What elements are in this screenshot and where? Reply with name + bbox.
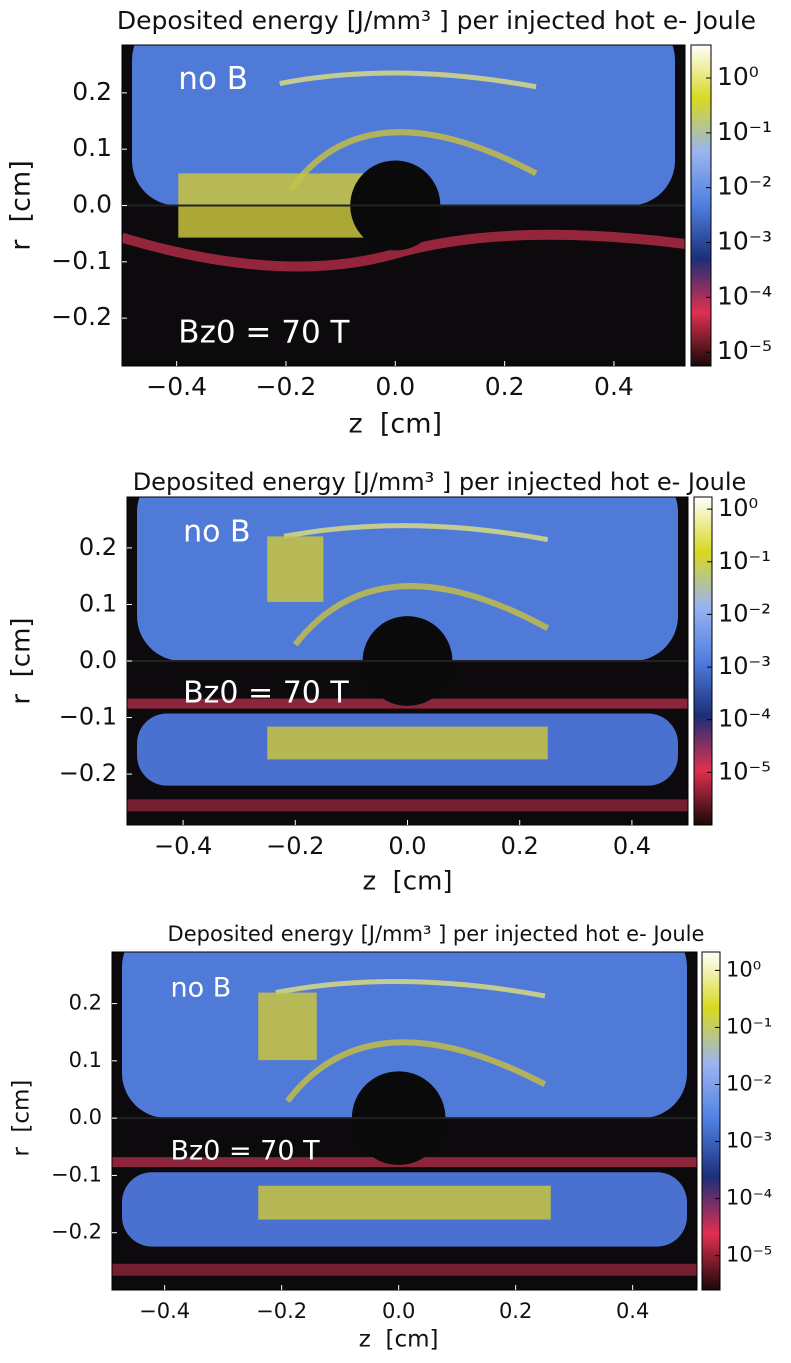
colorbar-tick-label: 10⁻⁵ bbox=[717, 336, 772, 365]
y-tick-label: 0.2 bbox=[79, 533, 117, 561]
annotation: no B bbox=[183, 515, 251, 550]
x-tick-label: −0.2 bbox=[266, 832, 324, 860]
colorbar-tick-label: 10⁻³ bbox=[717, 227, 772, 256]
colorbar-tick-label: 10⁻⁵ bbox=[718, 757, 771, 785]
y-tick-label: 0.0 bbox=[69, 1105, 102, 1129]
x-tick-label: −0.4 bbox=[146, 372, 207, 401]
y-axis-label: r [cm] bbox=[7, 617, 37, 704]
x-tick-label: 0.2 bbox=[485, 372, 525, 401]
upper-arc bbox=[292, 583, 550, 647]
annotation: no B bbox=[178, 61, 248, 97]
colorbar-tick-label: 10⁻¹ bbox=[717, 117, 772, 146]
yellow-block bbox=[258, 992, 317, 1061]
plot-frame bbox=[111, 951, 698, 1291]
colorbar-tick-label: 10⁻⁵ bbox=[726, 1243, 772, 1267]
heatmap bbox=[112, 952, 697, 1290]
y-tick-label: −0.1 bbox=[51, 1162, 102, 1186]
x-axis-label: z [cm] bbox=[362, 867, 452, 897]
colorbar-tick-label: 10⁻² bbox=[726, 1071, 772, 1095]
y-tick-label: 0.0 bbox=[72, 190, 112, 219]
panel: Deposited energy [J/mm³ ] per injected h… bbox=[7, 468, 771, 897]
y-axis-label: r [cm] bbox=[9, 1080, 35, 1157]
colorbar-tick-label: 10⁻¹ bbox=[718, 547, 771, 575]
x-tick-label: 0.0 bbox=[382, 1299, 415, 1323]
x-tick-label: 0.4 bbox=[616, 1299, 649, 1323]
colorbar bbox=[690, 44, 712, 367]
colorbar-tick-label: 10⁻³ bbox=[726, 1129, 772, 1153]
panel: Deposited energy [J/mm³ ] per injected h… bbox=[6, 6, 773, 440]
annotation: Bz0 = 70 T bbox=[183, 675, 349, 710]
panel: Deposited energy [J/mm³ ] per injected h… bbox=[9, 922, 773, 1353]
y-tick-label: −0.2 bbox=[51, 302, 112, 331]
y-tick-label: −0.2 bbox=[59, 759, 117, 787]
colorbar-tick-label: 10⁻⁴ bbox=[718, 705, 771, 733]
y-tick-label: −0.2 bbox=[51, 1220, 102, 1244]
y-axis-label: r [cm] bbox=[6, 160, 37, 250]
chart-title: Deposited energy [J/mm³ ] per injected h… bbox=[117, 6, 756, 35]
x-axis-label: z [cm] bbox=[359, 1327, 439, 1353]
colorbar-tick-label: 10⁻² bbox=[718, 599, 771, 627]
y-tick-label: −0.1 bbox=[59, 703, 117, 731]
y-tick-label: 0.1 bbox=[79, 589, 117, 617]
colorbar bbox=[693, 496, 713, 826]
x-tick-label: −0.4 bbox=[139, 1299, 190, 1323]
top-band bbox=[279, 70, 537, 90]
x-tick-label: 0.0 bbox=[388, 832, 426, 860]
yellow-block bbox=[267, 536, 324, 602]
top-band bbox=[275, 979, 546, 999]
colorbar-tick-label: 10⁰ bbox=[726, 957, 761, 981]
annotation: Bz0 = 70 T bbox=[171, 1135, 321, 1166]
colorbar-tick-label: 10⁻³ bbox=[718, 652, 771, 680]
colorbar-tick-label: 10⁰ bbox=[717, 62, 759, 91]
colorbar-tick-label: 10⁰ bbox=[718, 494, 758, 522]
x-tick-label: 0.4 bbox=[613, 832, 651, 860]
heatmap bbox=[127, 497, 688, 825]
y-tick-label: 0.0 bbox=[79, 646, 117, 674]
x-tick-label: 0.2 bbox=[501, 832, 539, 860]
upper-arc bbox=[285, 1039, 547, 1104]
x-tick-label: 0.0 bbox=[375, 372, 415, 401]
x-axis-label: z [cm] bbox=[349, 409, 443, 440]
lower-yellow bbox=[267, 726, 548, 760]
x-tick-label: −0.2 bbox=[256, 1299, 307, 1323]
colorbar-tick-label: 10⁻² bbox=[717, 172, 772, 201]
y-tick-label: −0.1 bbox=[51, 246, 112, 275]
colorbar-tick-label: 10⁻⁴ bbox=[726, 1186, 772, 1210]
top-band bbox=[283, 523, 549, 543]
y-tick-label: 0.1 bbox=[69, 1048, 102, 1072]
y-tick-label: 0.2 bbox=[69, 991, 102, 1015]
x-tick-label: 0.4 bbox=[594, 372, 634, 401]
chart-title: Deposited energy [J/mm³ ] per injected h… bbox=[133, 468, 747, 496]
x-tick-label: 0.2 bbox=[499, 1299, 532, 1323]
upper-field bbox=[132, 45, 675, 206]
colorbar-tick-label: 10⁻⁴ bbox=[717, 281, 772, 310]
lower-red bbox=[122, 229, 685, 272]
upper-arc bbox=[288, 129, 538, 192]
lower-yellow bbox=[258, 1185, 551, 1220]
x-tick-label: −0.2 bbox=[256, 372, 317, 401]
heatmap bbox=[122, 45, 685, 366]
colorbar-tick-label: 10⁻¹ bbox=[726, 1014, 772, 1038]
annotation: Bz0 = 70 T bbox=[178, 314, 350, 350]
y-tick-label: 0.1 bbox=[72, 133, 112, 162]
x-tick-label: −0.4 bbox=[154, 832, 212, 860]
y-tick-label: 0.2 bbox=[72, 77, 112, 106]
annotation: no B bbox=[171, 973, 232, 1004]
colorbar bbox=[701, 951, 721, 1291]
chart-title: Deposited energy [J/mm³ ] per injected h… bbox=[168, 922, 705, 946]
